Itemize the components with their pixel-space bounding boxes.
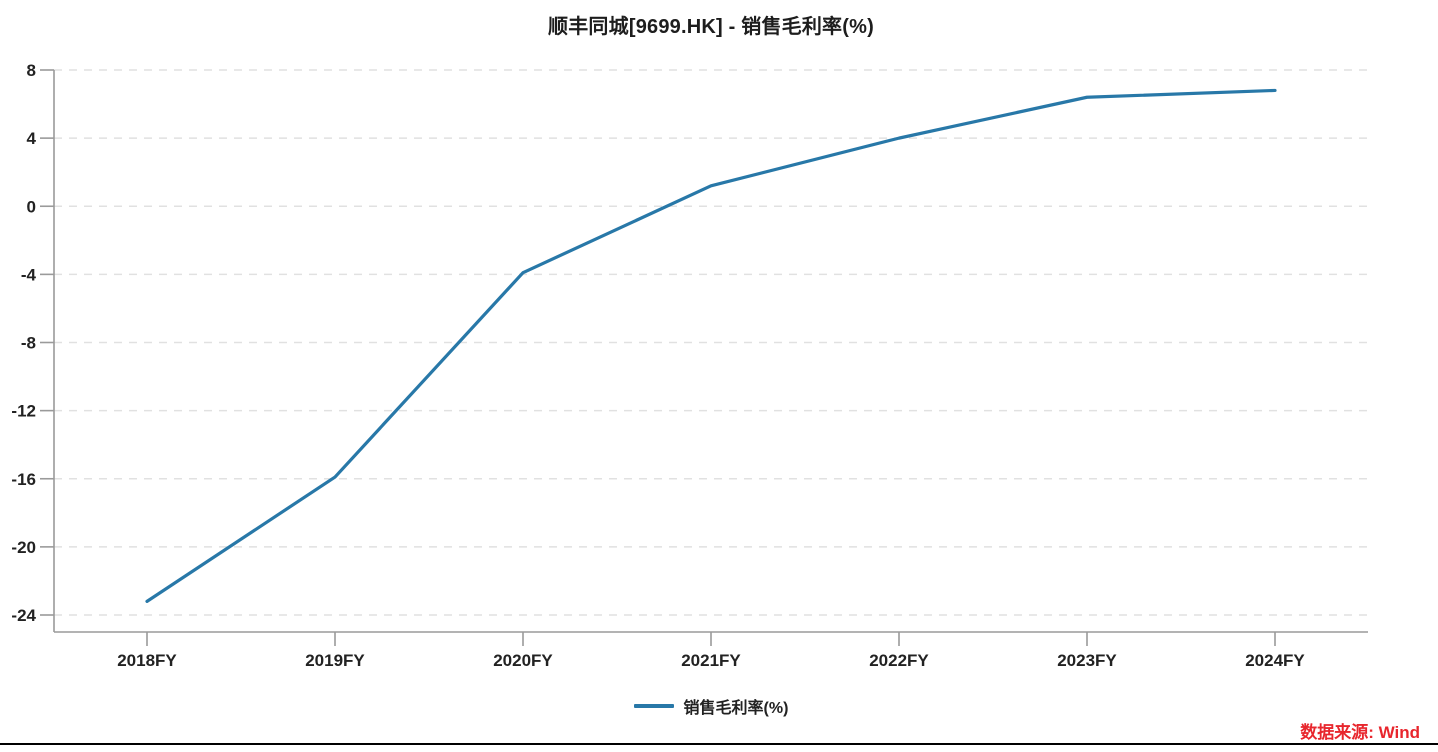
x-tick-label: 2024FY: [1245, 651, 1305, 670]
y-tick-label: 4: [27, 129, 37, 148]
y-tick-label: -4: [21, 265, 37, 284]
y-tick-label: 8: [27, 61, 36, 80]
x-tick-label: 2020FY: [493, 651, 553, 670]
y-tick-label: -20: [11, 538, 36, 557]
legend-series-label: 销售毛利率(%): [683, 700, 789, 717]
plot-area: 8 4 0 -4 -8 -12 -16 -20 -24 2018FY 2019FY 2020FY 202…: [11, 61, 1368, 670]
x-tick-label: 2019FY: [305, 651, 365, 670]
series-line: [145, 88, 1277, 603]
legend-line-swatch: [633, 704, 674, 708]
y-tick-label: -12: [11, 402, 36, 421]
y-tick-label: 0: [27, 197, 36, 216]
y-tick-label: -16: [11, 470, 36, 489]
chart-title: 顺丰同城[9699.HK] - 销售毛利率(%): [548, 16, 874, 38]
y-tick-label: -24: [11, 606, 36, 625]
x-tick-label: 2021FY: [681, 651, 741, 670]
y-tick-label: -8: [21, 334, 36, 353]
x-tick-label: 2018FY: [117, 651, 177, 670]
chart-legend: 销售毛利率(%): [0, 694, 1422, 718]
data-source-note: 数据来源: Wind: [1300, 723, 1420, 742]
x-tick-label: 2023FY: [1057, 651, 1117, 670]
x-tick-label: 2022FY: [869, 651, 929, 670]
bottom-divider-line: [0, 743, 1438, 745]
